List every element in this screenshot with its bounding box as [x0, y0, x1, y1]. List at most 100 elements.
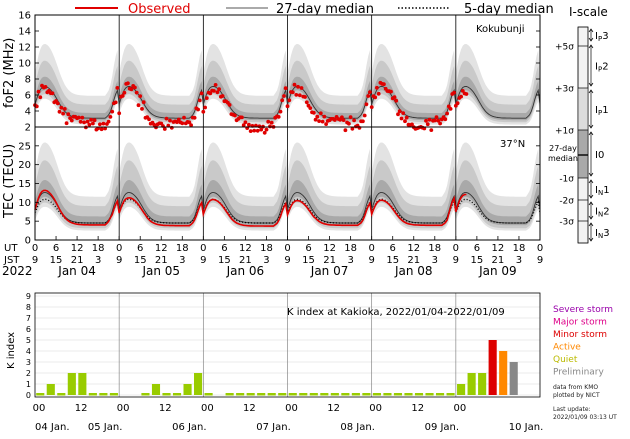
- jst-tick-label: 9: [368, 255, 374, 266]
- ut-tick-label: 12: [239, 243, 252, 254]
- observed-point: [87, 122, 92, 127]
- jst-tick-label: 15: [302, 255, 315, 266]
- jst-tick-label: 21: [407, 255, 420, 266]
- observed-point: [101, 121, 106, 126]
- k-bar: [109, 393, 118, 396]
- k-hour-label: 12: [159, 403, 172, 414]
- observed-point: [36, 89, 41, 94]
- jst-tick-label: 21: [323, 255, 336, 266]
- ut-tick-label: 18: [513, 243, 526, 254]
- k-tick-label: 7: [26, 314, 31, 323]
- observed-point: [290, 90, 295, 95]
- observed-point: [217, 87, 222, 92]
- observed-point: [368, 90, 372, 94]
- k-tick-label: 8: [26, 303, 31, 312]
- observed-point: [215, 90, 220, 95]
- k-date-label: 05 Jan.: [88, 422, 123, 433]
- iscale-arrow-head: [588, 89, 594, 94]
- observed-point: [324, 122, 328, 126]
- observed-point: [259, 127, 264, 132]
- observed-point: [134, 90, 139, 95]
- k-date-label: 07 Jan.: [256, 422, 291, 433]
- iscale-sigma-label: +5σ: [555, 43, 574, 53]
- iscale-arrow-head: [588, 172, 594, 177]
- k-bar: [351, 393, 360, 396]
- observed-point: [292, 82, 297, 87]
- jst-tick-label-end: 9: [537, 255, 543, 266]
- latitude-label: 37°N: [500, 139, 525, 150]
- jst-tick-label: 21: [71, 255, 84, 266]
- k-credit-1: data from KMO: [553, 384, 598, 391]
- k-bar: [509, 362, 518, 395]
- day-label: Jan 08: [394, 264, 433, 278]
- ut-tick-label: 18: [92, 243, 105, 254]
- iscale-bar-outline: [577, 26, 589, 244]
- observed-point: [262, 130, 267, 135]
- day-label: Jan 05: [141, 264, 180, 278]
- observed-point: [43, 85, 48, 89]
- k-bar: [499, 351, 508, 395]
- k-legend-minor-storm: Minor storm: [553, 330, 607, 340]
- ut-tick-label: 0: [368, 243, 374, 254]
- jst-tick-label: 9: [284, 255, 290, 266]
- iscale-median-label: 27-day: [549, 144, 577, 153]
- iscale-arrow-head: [588, 28, 594, 33]
- observed-point: [164, 116, 169, 121]
- k-bar: [425, 393, 434, 396]
- observed-point: [106, 119, 111, 124]
- ut-tick-label: 6: [221, 243, 227, 254]
- legend-observed-label: Observed: [128, 2, 191, 17]
- observed-point: [89, 117, 93, 122]
- observed-point: [98, 122, 102, 127]
- k-hour-label: 00: [453, 403, 466, 414]
- k-date-label: 04 Jan.: [35, 422, 70, 433]
- observed-point: [129, 87, 134, 92]
- observed-point: [443, 117, 448, 122]
- k-bar: [67, 373, 76, 395]
- tec-tick-label: 20: [18, 160, 31, 171]
- observed-point: [138, 94, 143, 98]
- fof2-tick-label: 16: [18, 11, 31, 22]
- fof2-ylabel: foF2 (MHz): [2, 38, 17, 108]
- observed-point: [126, 81, 130, 86]
- observed-point: [199, 91, 204, 96]
- k-hour-label: 00: [285, 403, 298, 414]
- k-date-label: 10 Jan.: [509, 422, 544, 433]
- observed-point: [189, 123, 194, 127]
- jst-tick-label: 3: [516, 255, 522, 266]
- ut-tick-label: 0: [453, 243, 459, 254]
- k-tick-label: 0: [26, 391, 31, 400]
- k-bar: [414, 393, 424, 396]
- observed-point: [92, 118, 97, 123]
- k-tick-label: 1: [26, 380, 31, 389]
- k-date-label: 09 Jan.: [425, 422, 460, 433]
- iscale-arrow-head: [588, 237, 594, 242]
- observed-point: [269, 120, 274, 125]
- observed-point: [220, 94, 225, 98]
- observed-point: [366, 94, 371, 98]
- iscale-band-label: IP2: [595, 62, 609, 74]
- tec-tick-label: 10: [18, 198, 31, 209]
- observed-point: [308, 106, 313, 110]
- observed-point: [340, 115, 344, 120]
- observed-point: [304, 100, 309, 105]
- ut-tick-label: 18: [176, 243, 189, 254]
- k-bar: [88, 393, 97, 396]
- observed-point: [429, 128, 434, 133]
- observed-point: [117, 111, 122, 116]
- observed-point: [285, 104, 290, 109]
- k-bar: [341, 393, 350, 396]
- iscale-arrow-head: [588, 222, 594, 227]
- observed-point: [278, 109, 283, 114]
- fof2-tick-label: 4: [25, 107, 31, 118]
- observed-point: [99, 127, 104, 132]
- ut-tick-label: 12: [492, 243, 505, 254]
- observed-point: [392, 95, 397, 100]
- k-bar: [257, 393, 266, 396]
- observed-point: [318, 111, 323, 116]
- observed-point: [187, 120, 192, 125]
- jst-tick-label: 9: [453, 255, 459, 266]
- observed-point: [266, 119, 271, 124]
- jst-tick-label: 3: [179, 255, 185, 266]
- observed-point: [76, 115, 81, 120]
